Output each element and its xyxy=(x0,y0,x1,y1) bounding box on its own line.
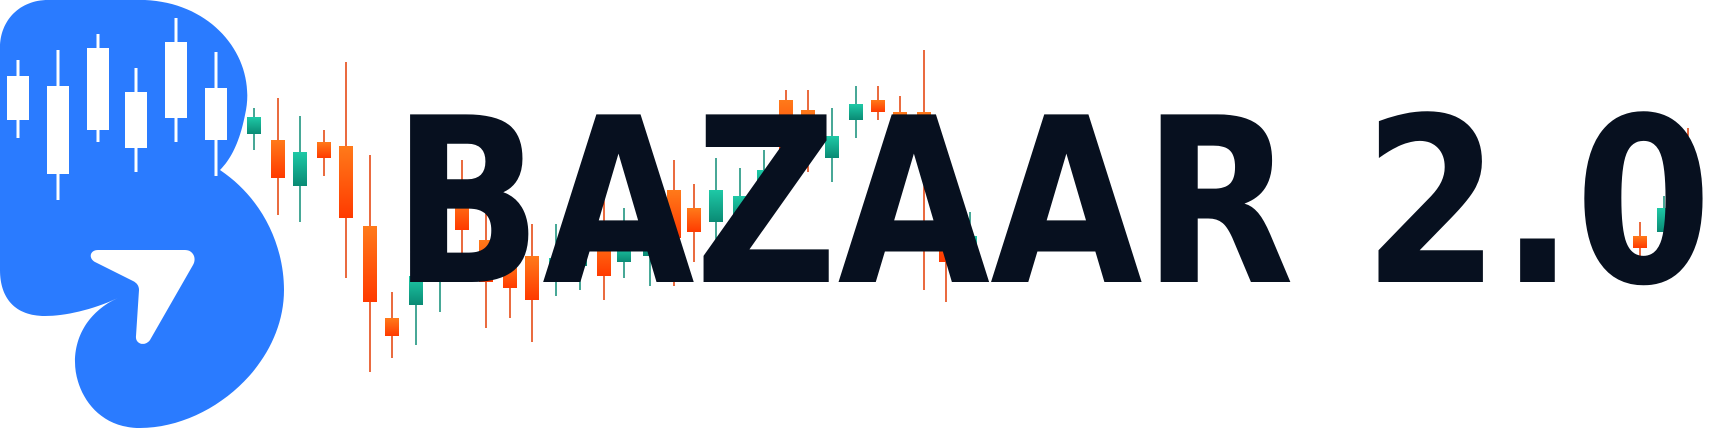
bull-candle xyxy=(733,168,747,232)
bear-candle xyxy=(503,242,517,318)
bear-candle xyxy=(597,198,611,300)
bull-candle xyxy=(825,108,839,182)
bear-candle xyxy=(317,130,331,176)
icon-candle xyxy=(47,50,69,200)
bull-candle xyxy=(549,224,563,296)
bull-candle xyxy=(409,250,423,345)
icon-candle xyxy=(125,68,147,172)
bear-candle xyxy=(917,50,931,290)
bull-candle xyxy=(1657,196,1671,262)
bull-candle xyxy=(433,196,447,312)
bull-candle xyxy=(247,108,261,150)
bear-candle xyxy=(1681,128,1695,218)
bear-candle xyxy=(667,160,681,286)
bull-candle xyxy=(643,210,657,286)
bear-candle xyxy=(271,98,285,215)
bull-candle xyxy=(849,86,863,138)
bull-candle xyxy=(709,158,723,262)
brand-bubble-shape xyxy=(0,0,284,428)
bear-candle xyxy=(339,62,353,278)
bear-candle xyxy=(687,184,701,262)
bear-candle xyxy=(779,90,793,180)
icon-candle xyxy=(165,18,187,142)
bear-candle xyxy=(1633,222,1647,270)
icon-candles xyxy=(7,18,227,200)
bull-candle xyxy=(573,200,587,290)
bull-candle xyxy=(963,212,977,270)
bear-candle xyxy=(801,90,815,172)
bull-candle xyxy=(757,150,771,220)
bear-candle xyxy=(363,155,377,372)
bear-candle xyxy=(385,292,399,358)
background-candlesticks xyxy=(247,50,1695,372)
bull-candle xyxy=(617,208,631,278)
wordmark: BAZAAR 2.0 xyxy=(392,70,1712,337)
bear-candle xyxy=(871,86,885,120)
bull-candle xyxy=(293,116,307,222)
icon-candle xyxy=(7,60,29,138)
pointer-cursor-icon xyxy=(90,250,195,344)
icon-candle xyxy=(87,34,109,142)
bear-candle xyxy=(893,96,907,150)
bear-candle xyxy=(479,200,493,328)
bear-candle xyxy=(939,150,953,302)
bear-candle xyxy=(455,160,469,262)
icon-candle xyxy=(205,52,227,176)
bear-candle xyxy=(525,224,539,342)
